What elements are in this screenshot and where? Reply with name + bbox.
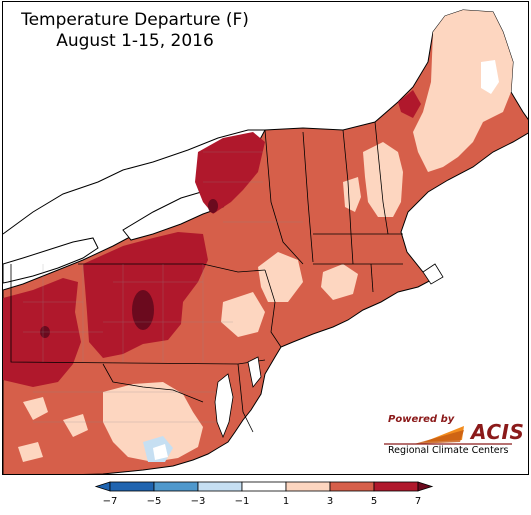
legend-tick-label: 7 <box>415 496 421 507</box>
map-title: Temperature Departure (F) August 1-15, 2… <box>0 10 270 52</box>
legend-bin <box>153 481 199 492</box>
legend-tick-label: −5 <box>147 496 162 507</box>
legend-bin <box>285 481 331 492</box>
anomaly-1-3-areas <box>18 10 513 462</box>
temperature-departure-map <box>3 9 528 474</box>
acis-logo: Powered by ACIS Regional Climate Centers <box>384 414 524 458</box>
lake-erie <box>3 237 99 284</box>
legend-tick-label: 3 <box>327 496 333 507</box>
map-title-line1: Temperature Departure (F) <box>21 10 249 30</box>
legend-bin <box>329 481 375 492</box>
logo-subtitle: Regional Climate Centers <box>388 445 509 456</box>
legend-tick-label: −3 <box>191 496 206 507</box>
legend-bin <box>241 481 287 492</box>
land-region <box>3 9 528 474</box>
map-frame <box>2 1 529 475</box>
legend-bin <box>109 481 155 492</box>
color-legend: −7 −5 −3 −1 1 3 5 7 <box>0 475 531 511</box>
canada-border <box>3 129 265 235</box>
map-title-line2: August 1-15, 2016 <box>56 31 214 51</box>
logo-acis-text: ACIS <box>471 420 525 444</box>
legend-colorbar: −7 −5 −3 −1 1 3 5 7 <box>94 481 434 507</box>
legend-bin <box>197 481 243 492</box>
legend-tick-label: −1 <box>235 496 250 507</box>
legend-tick-label: 1 <box>283 496 289 507</box>
legend-arrow-high <box>417 481 434 492</box>
legend-tick-label: −7 <box>103 496 118 507</box>
legend-bin <box>373 481 419 492</box>
anomaly-neutral-areas <box>153 60 499 460</box>
logo-powered-by: Powered by <box>388 414 455 425</box>
coastal-bays <box>214 263 444 439</box>
county-borders <box>23 151 303 423</box>
legend-tick-label: 5 <box>371 496 377 507</box>
acis-logo-swoosh <box>384 426 512 445</box>
legend-arrow-low <box>94 481 111 492</box>
